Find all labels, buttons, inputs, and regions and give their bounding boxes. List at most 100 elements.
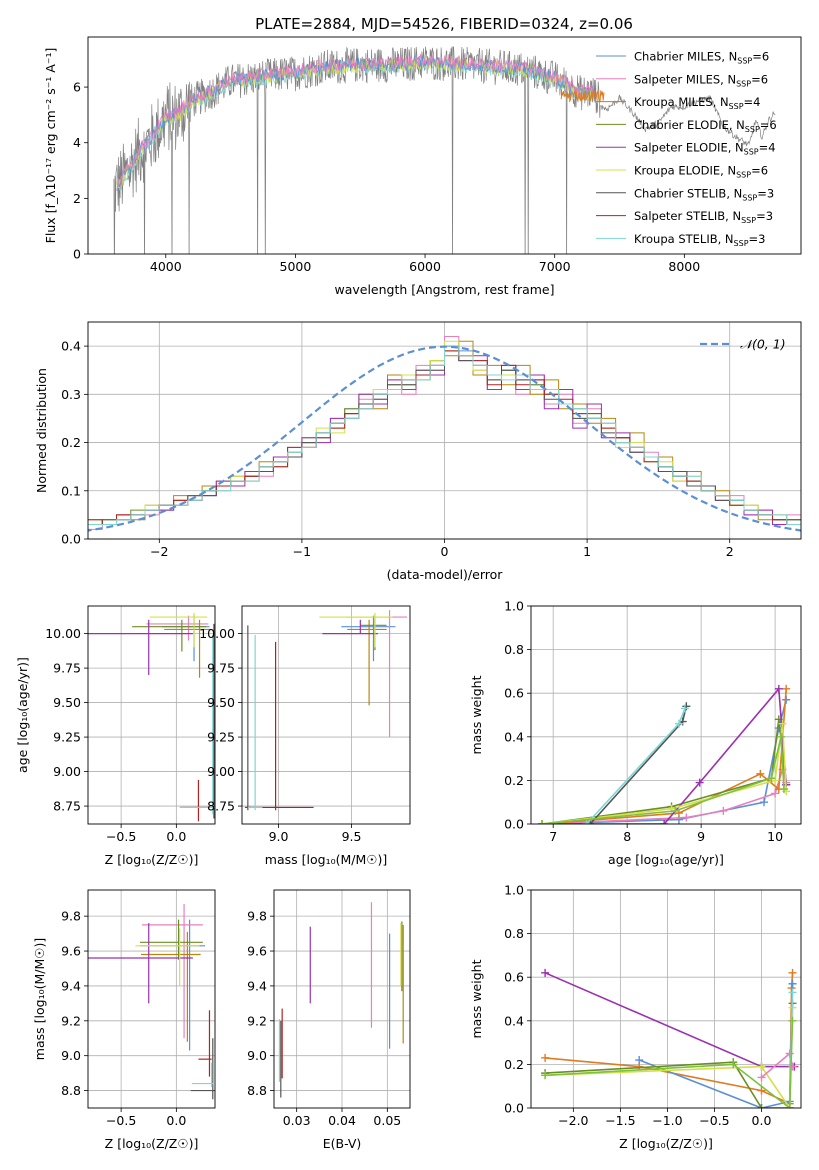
x-axis-label: age [log₁₀(age/yr)] (608, 852, 724, 867)
weight-marker (788, 979, 797, 988)
x-axis-label: Z [log₁₀(Z/Z☉)] (619, 1136, 713, 1151)
y-tick-label: 0 (73, 247, 81, 262)
x-tick-label: 0.0 (166, 829, 186, 844)
weight-marker (729, 1060, 738, 1069)
weight-marker (777, 732, 786, 741)
y-tick-label: 9.4 (247, 978, 267, 993)
x-tick-label: −1.0 (652, 1113, 682, 1128)
normal-distribution-curve (88, 345, 801, 532)
residuals-plot-area (88, 336, 801, 532)
mass_vs_Z-panel: −0.5 0.0 8.8 9.0 9.2 9.4 9.6 9.8 Z [log₁₀(Z/Z☉)]… (32, 889, 216, 1151)
y-tick-label: 0.0 (61, 532, 81, 547)
y-tick-label: 9.50 (207, 695, 235, 710)
legend-nssp: =6 (751, 72, 768, 86)
x-tick-label: 7 (549, 829, 557, 844)
y-tick-label: 6 (73, 80, 81, 95)
mass_vs_ebv-panel: 0.03 0.04 0.05 8.8 9.0 9.2 9.4 9.6 9.8 E(B-V) (247, 889, 411, 1151)
legend-label: Chabrier MILES, NSSP=6 (634, 50, 769, 66)
y-tick-label: 0.2 (504, 773, 524, 788)
weight-marker (538, 820, 547, 824)
x-tick-label: 0.05 (373, 1113, 401, 1128)
y-tick-label: 9.00 (53, 764, 81, 779)
x-tick-label: 6000 (409, 259, 441, 274)
y-tick-label: 0.8 (504, 642, 524, 657)
weight-marker (674, 719, 683, 728)
figure-title: PLATE=2884, MJD=54526, FIBERID=0324, z=0… (255, 15, 633, 33)
model-spectrum-line (116, 53, 594, 192)
weight-marker (541, 1053, 550, 1062)
y-tick-label: 9.50 (53, 695, 81, 710)
weight-marker (757, 1073, 766, 1082)
legend-nssp: =4 (744, 95, 761, 109)
x-axis-label: wavelength [Angstrom, rest frame] (334, 282, 554, 297)
y-tick-label: 0.2 (61, 435, 81, 450)
legend-subscript: SSP (741, 216, 756, 225)
legend-nssp: =3 (757, 186, 774, 200)
weight-marker (695, 778, 704, 787)
x-tick-label: 0.0 (166, 1113, 186, 1128)
y-tick-label: 2 (73, 191, 81, 206)
legend-nssp: =6 (751, 164, 768, 178)
y-tick-label: 0.0 (504, 817, 524, 832)
weight_vs_Z-plot-area (541, 968, 799, 1108)
weight-marker (788, 988, 797, 997)
legend-subscript: SSP (736, 79, 751, 88)
x-tick-label: −2 (150, 544, 168, 559)
weight-marker (586, 820, 595, 824)
legend-label: Chabrier ELODIE, NSSP=6 (634, 118, 777, 134)
y-tick-label: 0.2 (504, 1057, 524, 1072)
weight-marker (785, 1049, 794, 1058)
y-tick-label: 0.3 (61, 387, 81, 402)
y-tick-label: 0.8 (504, 926, 524, 941)
x-tick-label: 4000 (150, 259, 182, 274)
weight-marker (757, 1062, 766, 1071)
axes-frame (530, 605, 802, 825)
y-tick-label: 0.4 (504, 729, 524, 744)
x-axis-label: (data-model)/error (387, 567, 504, 582)
weight-marker (767, 774, 776, 783)
y-tick-label: 0.4 (61, 339, 81, 354)
x-tick-label: 0.03 (283, 1113, 311, 1128)
legend-subscript: SSP (736, 171, 751, 180)
axes-frame (87, 889, 216, 1109)
x-tick-label: 0.04 (328, 1113, 356, 1128)
x-tick-label: −2.0 (558, 1113, 588, 1128)
x-tick-label: 0.0 (752, 1113, 772, 1128)
weight-marker (774, 684, 783, 693)
legend-label: 𝒩(0, 1) (740, 337, 786, 352)
residuals-panel: −2 −1 0 1 2 0.0 0.1 0.2 0.3 0.4 (data-model)/error… (34, 321, 802, 582)
x-tick-label: 10 (767, 829, 783, 844)
x-tick-label: −1.5 (605, 1113, 635, 1128)
x-tick-label: 1 (583, 544, 591, 559)
mass_vs_Z-plot-area (88, 903, 215, 1100)
weight-marker (756, 769, 765, 778)
y-tick-label: 9.25 (53, 730, 81, 745)
y-axis-label: mass [log₁₀(M/M☉)] (32, 938, 47, 1060)
weight_vs_age-panel: 7 8 9 10 0.0 0.2 0.4 0.6 0.8 1.0 age [log₁₀(age/yr… (469, 599, 802, 867)
legend-nssp: =3 (749, 232, 766, 246)
weight-marker (778, 719, 787, 728)
weight-line (545, 1020, 794, 1108)
weight-marker (782, 684, 791, 693)
y-tick-label: 10.00 (45, 626, 81, 641)
y-tick-label: 8.8 (247, 1083, 267, 1098)
axes-frame (241, 605, 411, 825)
y-tick-label: 4 (73, 135, 81, 150)
y-tick-label: 9.6 (247, 944, 267, 959)
residuals-legend: 𝒩(0, 1) (700, 337, 786, 352)
legend-nssp: =4 (759, 141, 776, 155)
y-axis-label: mass weight (469, 675, 484, 754)
y-tick-label: 9.75 (207, 661, 235, 676)
y-tick-label: 8.75 (207, 799, 235, 814)
legend-label: Salpeter ELODIE, NSSP=4 (634, 141, 776, 157)
x-tick-label: −0.5 (699, 1113, 729, 1128)
legend-label: Salpeter MILES, NSSP=6 (634, 72, 768, 88)
axes-frame (87, 36, 802, 255)
y-tick-label: 1.0 (504, 599, 524, 614)
legend-subscript: SSP (734, 239, 749, 248)
legend-label: Kroupa ELODIE, NSSP=6 (634, 164, 768, 180)
weight-marker (788, 1062, 797, 1071)
legend-label: Chabrier STELIB, NSSP=3 (634, 186, 774, 202)
age_vs_Z-panel: −0.5 0.0 8.75 9.00 9.25 9.50 9.75 10.00 Z [log₁₀… (15, 605, 216, 867)
